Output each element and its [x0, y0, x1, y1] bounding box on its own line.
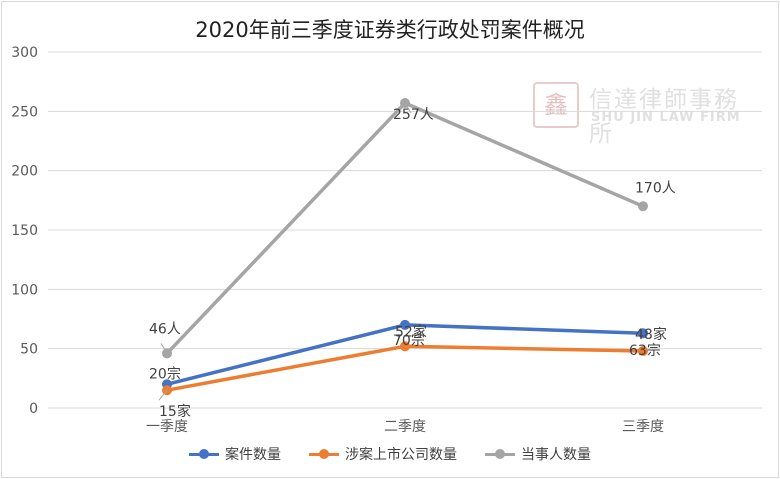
data-label: 15家 — [159, 403, 191, 420]
leader-line — [158, 389, 168, 401]
legend-label: 案件数量 — [225, 447, 281, 463]
y-tick-label: 250 — [11, 104, 38, 120]
data-label: 52家 — [395, 323, 427, 340]
data-label: 170人 — [635, 180, 676, 196]
legend-item: 涉案上市公司数量 — [309, 444, 457, 464]
data-label: 48家 — [635, 326, 667, 343]
x-tick-label: 二季度 — [384, 419, 426, 435]
data-label: 46人 — [149, 321, 181, 337]
watermark: 鑫 信達律師事務所 SHU JIN LAW FIRM — [533, 80, 763, 147]
data-point — [638, 201, 648, 212]
data-label: 20宗 — [149, 366, 181, 382]
x-tick-label: 三季度 — [622, 419, 664, 435]
x-tick-label: 一季度 — [146, 419, 188, 435]
data-label: 70宗 — [393, 333, 425, 349]
y-tick-label: 300 — [11, 45, 38, 61]
data-point — [638, 346, 648, 357]
data-label: 63宗 — [629, 343, 661, 359]
watermark-name-cn: 信達律師事務所 — [589, 87, 739, 147]
legend-item: 当事人数量 — [485, 444, 591, 464]
series-line — [165, 101, 644, 355]
leader-line — [160, 343, 168, 354]
leader-line — [404, 102, 412, 114]
chart-title: 2020年前三季度证券类行政处罚案件概况 — [195, 18, 585, 42]
data-point — [638, 328, 648, 339]
legend-swatch — [189, 448, 219, 460]
y-tick-label: 100 — [11, 282, 38, 298]
data-label: 257人 — [393, 107, 434, 123]
legend-label: 当事人数量 — [521, 447, 591, 463]
data-point — [400, 319, 410, 330]
legend-swatch — [309, 448, 339, 460]
y-tick-label: 0 — [29, 401, 38, 417]
watermark-name-en: SHU JIN LAW FIRM — [591, 110, 741, 125]
legend-label: 涉案上市公司数量 — [345, 447, 457, 463]
legend: 案件数量 涉案上市公司数量 当事人数量 — [0, 444, 780, 464]
data-point — [400, 341, 410, 352]
legend-swatch — [485, 448, 515, 460]
y-tick-label: 200 — [11, 164, 38, 180]
y-tick-label: 50 — [20, 342, 38, 358]
legend-item: 案件数量 — [189, 444, 281, 464]
watermark-seal: 鑫 — [533, 82, 579, 128]
y-tick-label: 150 — [11, 223, 38, 239]
